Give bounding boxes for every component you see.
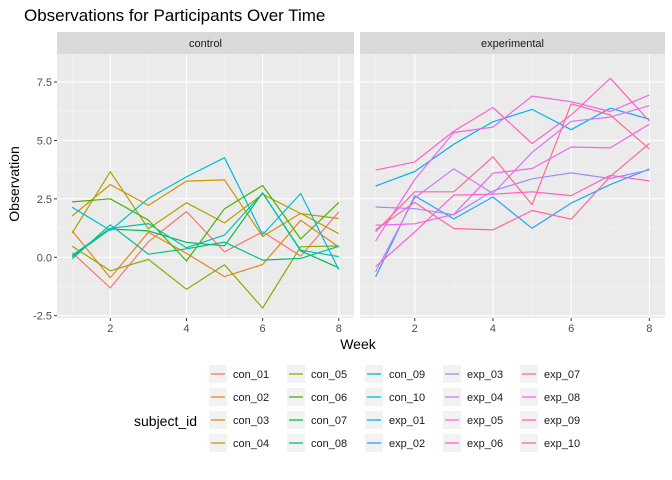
legend-entry-exp_09: exp_09 <box>520 411 580 429</box>
panels: control 2 4 6 8 -2.5 0.0 2.5 5.0 7.5 experimental 2… <box>33 32 665 335</box>
facet-strip <box>360 32 665 54</box>
facet-strip <box>57 32 354 54</box>
x-tick-label: 4 <box>490 323 496 335</box>
series-line-exp_04 <box>375 105 650 272</box>
legend-entry-con_08: con_08 <box>287 434 347 452</box>
legend-entry-exp_03: exp_03 <box>443 365 503 383</box>
chart-title: Observations for Participants Over Time <box>24 6 325 25</box>
series-line-con_02 <box>71 219 340 279</box>
legend-label: con_09 <box>389 369 425 381</box>
x-tick-label: 2 <box>412 323 418 335</box>
series-line-con_08 <box>71 224 339 261</box>
series-line-exp_06 <box>375 77 650 171</box>
legend-entry-con_06: con_06 <box>287 388 347 406</box>
series-line-con_09 <box>71 192 339 258</box>
legend-entry-exp_01: exp_01 <box>365 411 425 429</box>
panel-control: control 2 4 6 8 -2.5 0.0 2.5 5.0 7.5 <box>33 32 354 335</box>
legend-entry-exp_10: exp_10 <box>520 434 580 452</box>
legend-entry-con_09: con_09 <box>365 365 425 383</box>
legend-label: con_05 <box>311 369 347 381</box>
legend-label: exp_04 <box>467 392 503 404</box>
legend-entry-con_03: con_03 <box>209 411 269 429</box>
legend-entry-con_05: con_05 <box>287 365 347 383</box>
legend-entry-con_07: con_07 <box>287 411 347 429</box>
y-tick-label: 5.0 <box>37 135 52 147</box>
legend-label: exp_07 <box>544 369 580 381</box>
y-tick-label: 0.0 <box>37 252 52 264</box>
legend-label: exp_06 <box>467 438 503 450</box>
y-axis-label: Observation <box>6 146 22 221</box>
legend-label: con_02 <box>233 392 269 404</box>
x-tick-label: 6 <box>260 323 266 335</box>
legend-label: con_10 <box>389 392 425 404</box>
legend-label: exp_10 <box>544 438 580 450</box>
series-line-exp_01 <box>375 107 650 187</box>
x-axis-label: Week <box>340 336 377 352</box>
legend-title: subject_id <box>134 413 197 429</box>
y-tick-label: 2.5 <box>37 194 52 206</box>
legend-label: con_08 <box>311 438 347 450</box>
series-line-con_05 <box>71 245 339 309</box>
legend-entry-exp_04: exp_04 <box>443 388 503 406</box>
panel-background <box>360 54 665 318</box>
series-line-exp_09 <box>375 174 650 268</box>
legend-label: con_07 <box>311 415 347 427</box>
series-line-con_04 <box>71 171 339 234</box>
legend-label: exp_01 <box>389 415 425 427</box>
x-tick-label: 6 <box>568 323 574 335</box>
legend-label: exp_09 <box>544 415 580 427</box>
series-line-con_10 <box>71 157 340 270</box>
y-tick-label: 7.5 <box>37 77 52 89</box>
legend-label: exp_05 <box>467 415 503 427</box>
legend-entry-con_04: con_04 <box>209 434 269 452</box>
legend-label: con_04 <box>233 438 269 450</box>
legend-entry-con_02: con_02 <box>209 388 269 406</box>
series-line-exp_08 <box>375 123 650 226</box>
series-line-exp_03 <box>375 169 650 216</box>
x-tick-label: 4 <box>183 323 189 335</box>
legend-label: con_06 <box>311 392 347 404</box>
panel-experimental: experimental 2 4 6 8 <box>360 32 665 335</box>
series-line-con_06 <box>72 184 340 262</box>
legend-label: exp_02 <box>389 438 425 450</box>
legend-label: exp_03 <box>467 369 503 381</box>
legend-entry-exp_02: exp_02 <box>365 434 425 452</box>
legend-entry-con_01: con_01 <box>209 365 269 383</box>
legend-entry-exp_08: exp_08 <box>520 388 580 406</box>
legend-label: con_03 <box>233 415 269 427</box>
legend-label: con_01 <box>233 369 269 381</box>
legend-entry-exp_05: exp_05 <box>443 411 503 429</box>
x-tick-label: 8 <box>646 323 652 335</box>
legend: subject_id con_01 con_02 con_03 con_04 con_0… <box>134 365 580 452</box>
series-line-exp_05 <box>375 94 650 242</box>
series-line-exp_07 <box>375 143 650 231</box>
legend-entry-con_10: con_10 <box>365 388 425 406</box>
facet-strip-label: experimental <box>481 38 544 50</box>
legend-entry-exp_07: exp_07 <box>520 365 580 383</box>
legend-entry-exp_06: exp_06 <box>443 434 503 452</box>
x-tick-label: 8 <box>336 323 342 335</box>
legend-label: exp_08 <box>544 392 580 404</box>
y-tick-label: -2.5 <box>33 311 52 323</box>
series-line-exp_10 <box>375 103 650 233</box>
series-line-con_03 <box>71 179 340 238</box>
series-line-exp_02 <box>375 168 650 278</box>
series-line-con_01 <box>71 210 340 289</box>
x-tick-label: 2 <box>107 323 113 335</box>
facet-strip-label: control <box>189 38 222 50</box>
